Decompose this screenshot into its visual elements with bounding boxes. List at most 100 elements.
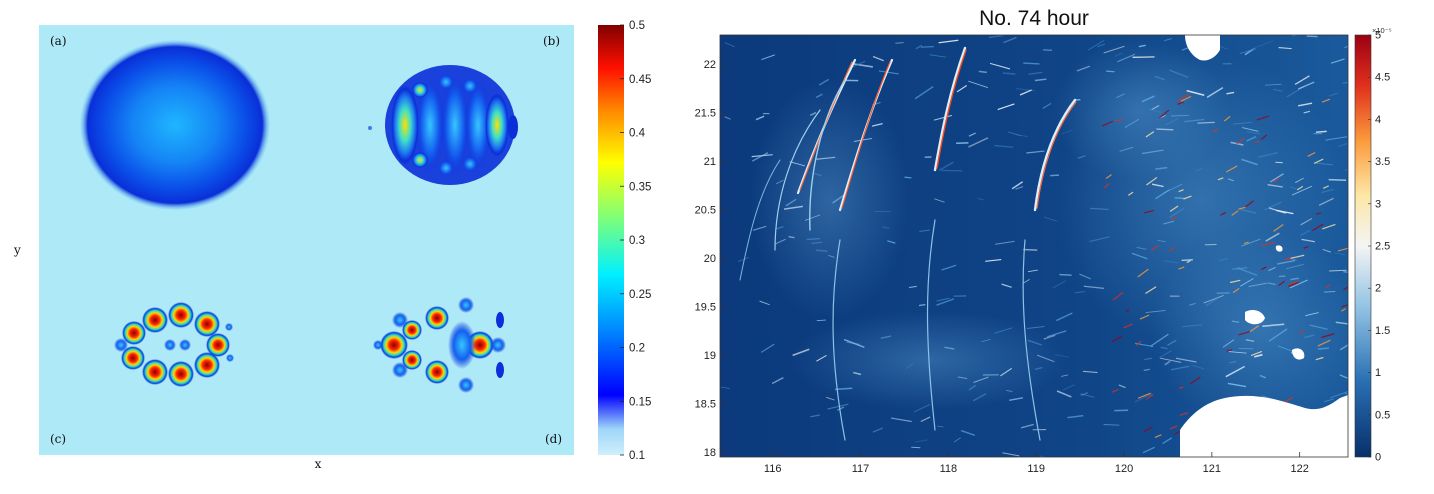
texture-streak bbox=[1318, 197, 1334, 206]
texture-hot-streak bbox=[1115, 118, 1123, 122]
texture-streak bbox=[1304, 334, 1315, 339]
texture-hot-streak bbox=[1220, 211, 1227, 216]
texture-streak bbox=[1163, 220, 1175, 225]
texture-streak bbox=[957, 376, 968, 380]
texture-streak bbox=[938, 39, 959, 44]
texture-hot-streak bbox=[1177, 101, 1184, 105]
texture-streak bbox=[1023, 248, 1038, 251]
texture-streak bbox=[915, 44, 923, 50]
y-tick-label-right: 19 bbox=[704, 350, 716, 362]
texture-streak bbox=[1154, 75, 1165, 81]
texture-streak bbox=[1056, 390, 1072, 398]
texture-streak bbox=[1118, 384, 1126, 389]
texture-streak bbox=[737, 256, 750, 263]
texture-streak bbox=[1299, 229, 1311, 237]
texture-streak bbox=[1077, 155, 1086, 159]
texture-streak bbox=[1080, 391, 1089, 397]
texture-streak bbox=[1258, 152, 1278, 158]
colorbar-right-tick-label: 1.5 bbox=[1375, 325, 1390, 337]
texture-streak bbox=[1054, 354, 1069, 358]
plot-frame-right bbox=[719, 34, 1349, 458]
texture-streak bbox=[905, 363, 914, 369]
texture-streak bbox=[934, 198, 945, 203]
texture-streak bbox=[960, 429, 976, 437]
texture-streak bbox=[816, 354, 827, 362]
texture-streak bbox=[1231, 266, 1248, 270]
texture-streak bbox=[816, 249, 828, 253]
texture-hot-streak bbox=[1139, 314, 1150, 320]
x-tick-label-right: 119 bbox=[1027, 463, 1045, 475]
texture-streak bbox=[1043, 334, 1056, 340]
texture-streak bbox=[880, 335, 892, 339]
texture-hot-streak bbox=[1321, 98, 1331, 103]
texture-hot-streak bbox=[1226, 349, 1233, 352]
colorbar-left-tick-label: 0.25 bbox=[629, 289, 651, 301]
texture-streak bbox=[1027, 339, 1042, 346]
texture-streak bbox=[1155, 166, 1168, 170]
texture-streak bbox=[804, 214, 821, 221]
texture-streak bbox=[977, 197, 984, 201]
texture-streak bbox=[1034, 367, 1043, 370]
texture-streak bbox=[973, 376, 989, 383]
texture-hot-streak bbox=[1146, 176, 1158, 186]
texture-streak bbox=[918, 303, 926, 307]
texture-streak bbox=[938, 161, 954, 172]
texture-streak bbox=[837, 406, 845, 411]
texture-streak bbox=[792, 348, 810, 357]
texture-streak bbox=[1197, 121, 1215, 124]
texture-streak bbox=[1278, 47, 1292, 50]
texture-hot-streak bbox=[1341, 308, 1346, 312]
texture-streak bbox=[1227, 382, 1247, 388]
texture-streak bbox=[1268, 328, 1288, 342]
colorbar-right-tick-label: 0 bbox=[1375, 452, 1381, 464]
texture-streak bbox=[1335, 321, 1348, 325]
texture-streak bbox=[1343, 270, 1348, 273]
texture-streak bbox=[789, 161, 805, 167]
texture-streak bbox=[1008, 131, 1021, 137]
texture-streak bbox=[1156, 128, 1174, 131]
texture-streak bbox=[1276, 259, 1296, 265]
texture-streak bbox=[944, 346, 955, 350]
texture-streak bbox=[752, 225, 767, 231]
texture-streak bbox=[1023, 279, 1030, 284]
texture-streak bbox=[1273, 88, 1283, 92]
texture-streak bbox=[1297, 81, 1315, 90]
texture-streak bbox=[828, 254, 835, 258]
texture-hot-streak bbox=[1256, 115, 1269, 121]
texture-streak bbox=[953, 437, 961, 443]
texture-streak bbox=[985, 258, 1002, 262]
texture-hot-streak bbox=[1313, 158, 1324, 164]
texture-streak bbox=[1242, 127, 1259, 132]
texture-streak bbox=[1150, 333, 1169, 347]
texture-streak bbox=[785, 198, 797, 207]
texture-streak bbox=[890, 417, 912, 423]
texture-streak bbox=[1241, 238, 1261, 247]
texture-streak bbox=[1134, 393, 1153, 403]
texture-streak bbox=[1337, 142, 1348, 148]
texture-streak bbox=[1227, 178, 1234, 182]
y-axis-label-left: y bbox=[13, 243, 21, 257]
texture-streak bbox=[1145, 310, 1166, 313]
texture-streak bbox=[895, 42, 904, 44]
texture-streak bbox=[1160, 357, 1182, 363]
texture-streak bbox=[1151, 183, 1164, 188]
texture-streak bbox=[1020, 423, 1034, 429]
texture-hot-streak bbox=[1312, 223, 1324, 232]
colorbar-left-tick-label: 0.1 bbox=[629, 450, 645, 462]
texture-hot-streak bbox=[1145, 394, 1154, 400]
texture-streak bbox=[1275, 161, 1283, 164]
texture-hot-streak bbox=[1103, 183, 1110, 189]
texture-streak bbox=[760, 343, 775, 353]
texture-hot-streak bbox=[1250, 350, 1263, 357]
texture-streak bbox=[1324, 398, 1334, 403]
y-tick-label-right: 22 bbox=[704, 59, 716, 71]
texture-streak bbox=[1036, 354, 1055, 363]
texture-streak bbox=[811, 241, 822, 245]
texture-streak bbox=[956, 85, 968, 93]
colorbar-right-tick-label: 0.5 bbox=[1375, 409, 1390, 421]
texture-hot-streak bbox=[1137, 392, 1151, 399]
texture-streak bbox=[816, 319, 826, 322]
texture-hot-streak bbox=[1315, 356, 1324, 361]
texture-streak bbox=[1339, 374, 1348, 379]
texture-streak bbox=[815, 93, 823, 99]
